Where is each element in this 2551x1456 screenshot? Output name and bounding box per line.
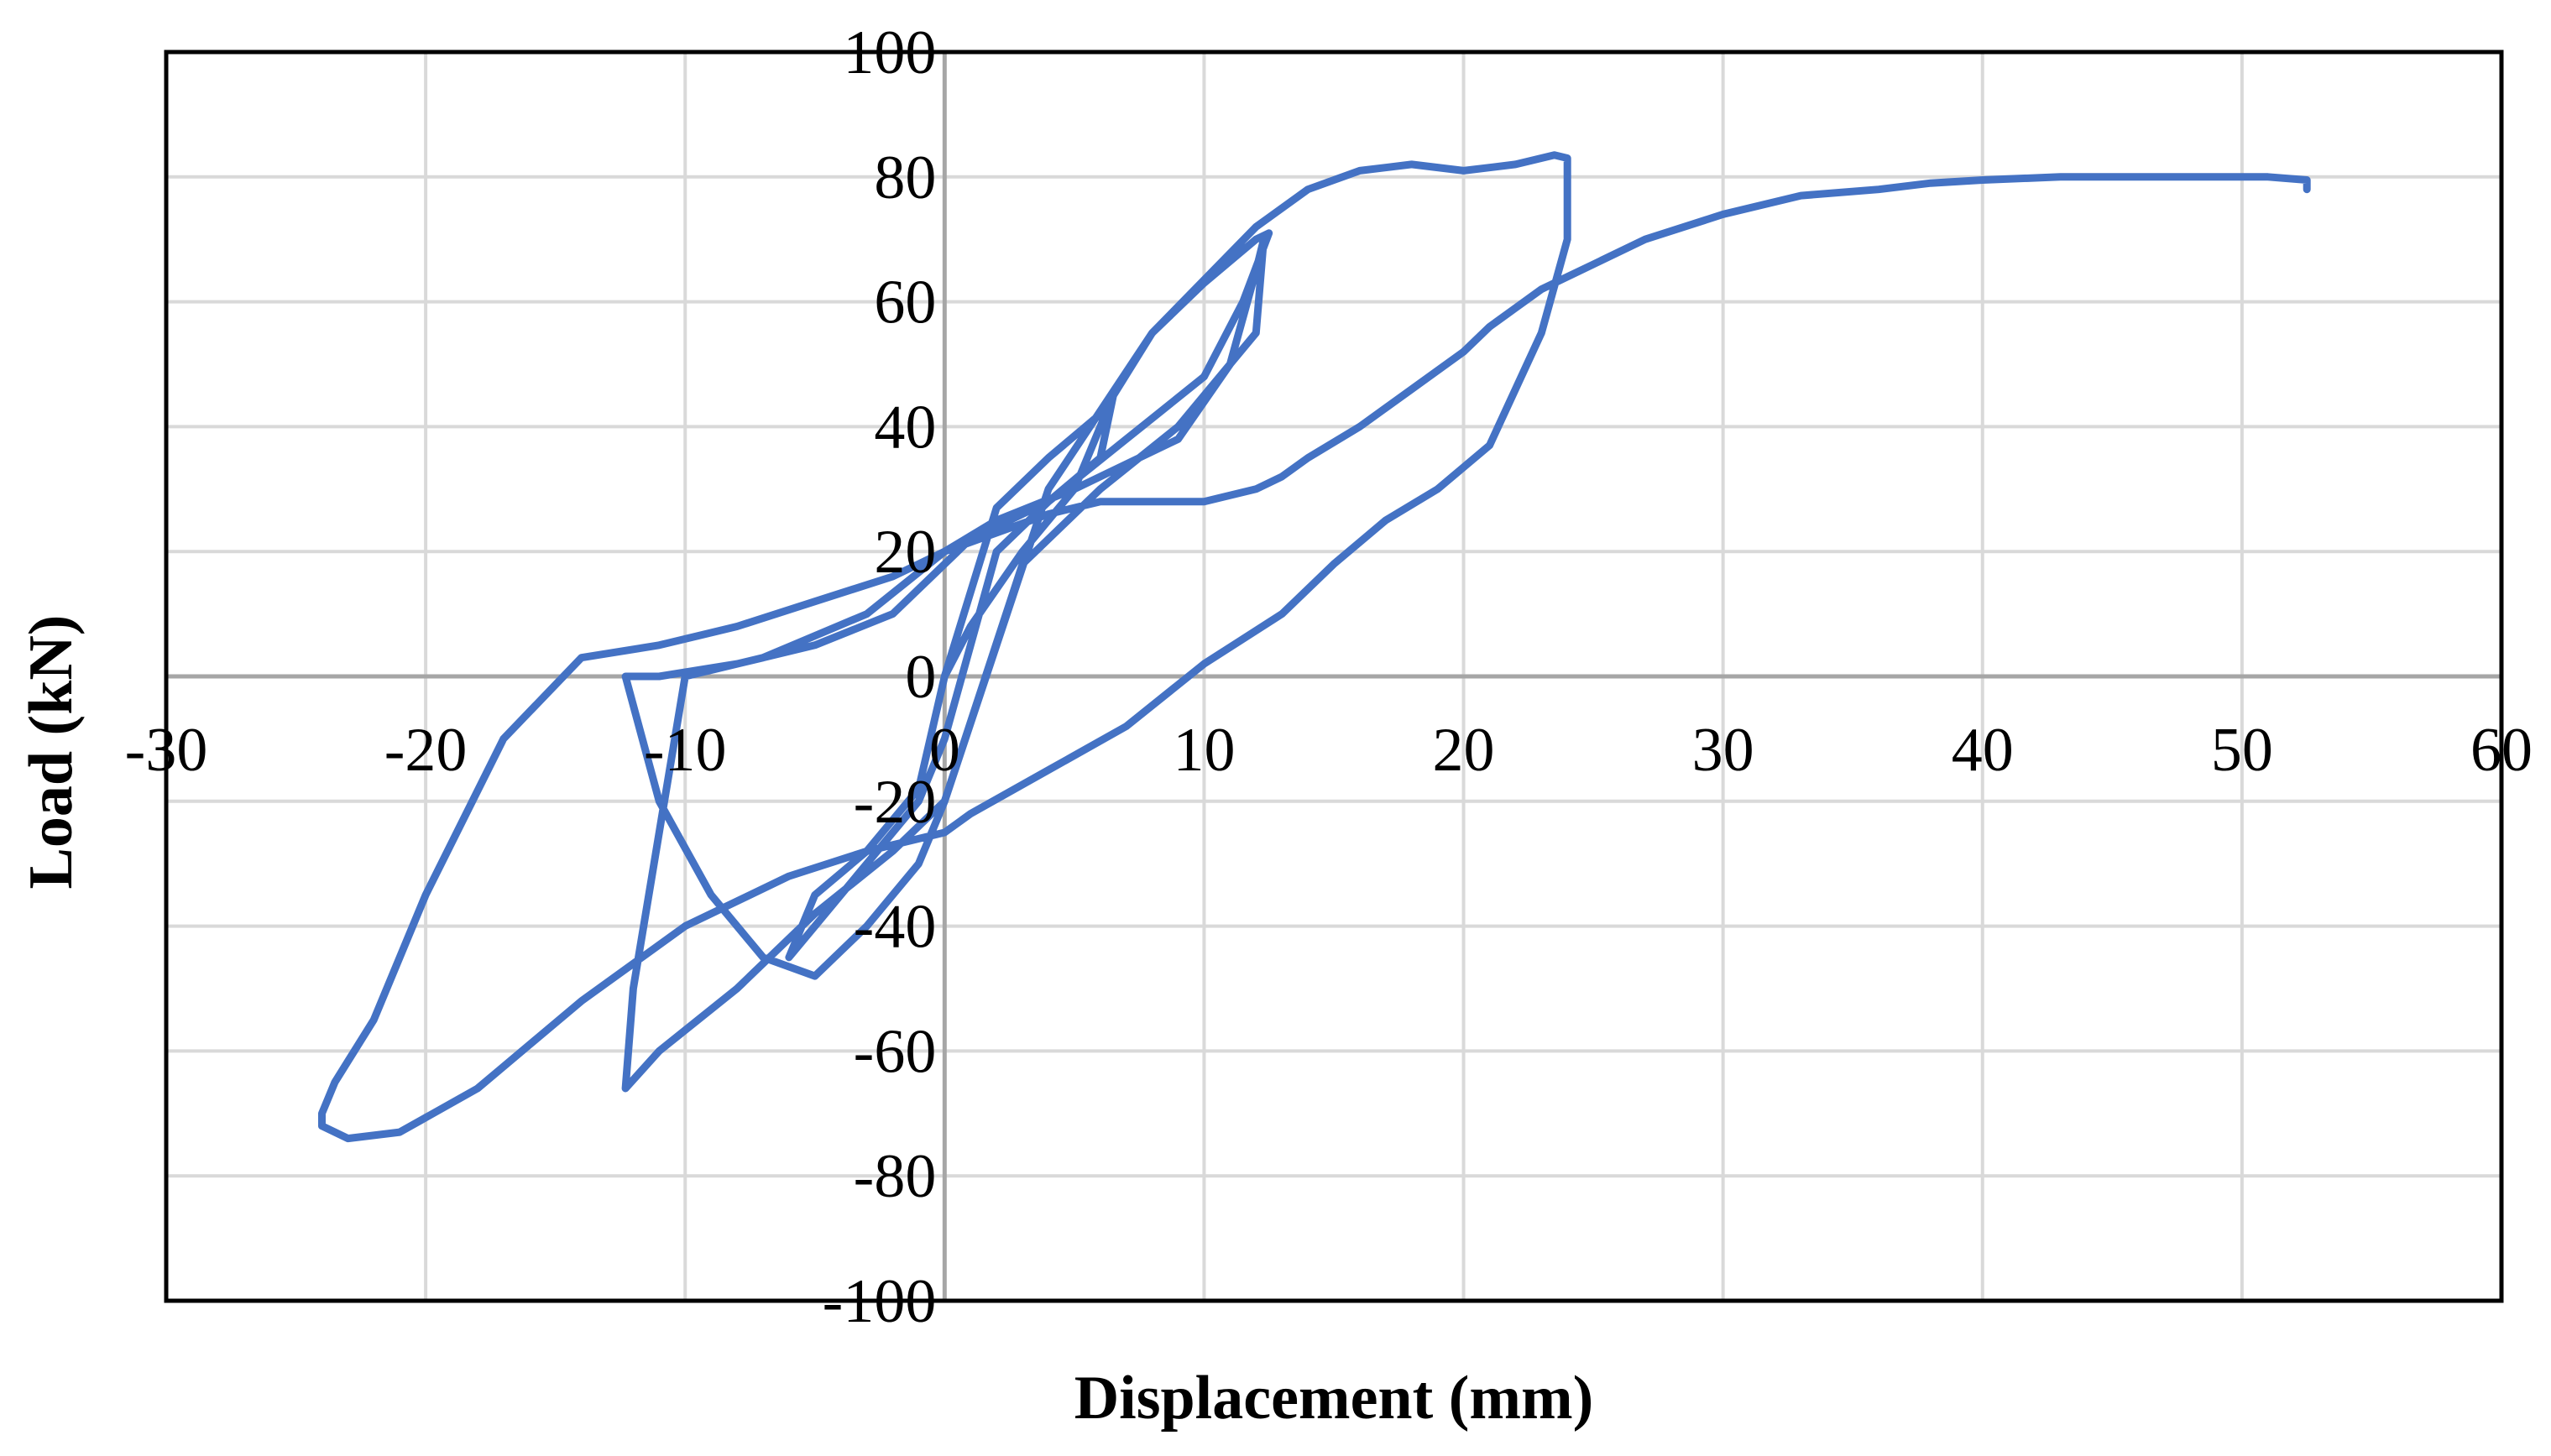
- y-tick-label: -20: [854, 768, 937, 837]
- x-tick-label: 0: [929, 716, 960, 785]
- y-tick-label: -40: [854, 893, 937, 962]
- y-tick-label: 100: [843, 18, 936, 87]
- zero-axes: [166, 52, 2501, 1301]
- y-tick-label: 80: [874, 144, 936, 212]
- x-tick-label: 50: [2211, 716, 2273, 785]
- x-tick-label: 40: [1952, 716, 2014, 785]
- x-tick-label: 20: [1433, 716, 1495, 785]
- x-tick-label: -20: [384, 716, 468, 785]
- y-tick-label: 60: [874, 269, 936, 337]
- y-tick-label: 40: [874, 393, 936, 462]
- y-tick-label: 0: [905, 643, 936, 712]
- x-tick-label: 30: [1692, 716, 1754, 785]
- y-axis-title: Load (kN): [17, 615, 86, 890]
- series-line-0: [318, 151, 2311, 1143]
- series-layer: [318, 151, 2311, 1143]
- x-axis-title: Displacement (mm): [1074, 1364, 1594, 1433]
- y-tick-label: -100: [823, 1267, 937, 1336]
- y-tick-label: 20: [874, 518, 936, 587]
- x-tick-labels: -30 -20 -10 0 10 20 30 40 50 60: [125, 716, 2533, 785]
- x-tick-label: -30: [125, 716, 208, 785]
- x-tick-label: 60: [2470, 716, 2533, 785]
- x-tick-label: 10: [1173, 716, 1235, 785]
- y-tick-labels: -100 -80 -60 -40 -20 0 20 40 60 80 100: [823, 18, 937, 1336]
- plot-frame: [164, 50, 2504, 1303]
- x-tick-label: -10: [644, 716, 727, 785]
- y-tick-label: -80: [854, 1142, 937, 1211]
- y-tick-label: -60: [854, 1017, 937, 1086]
